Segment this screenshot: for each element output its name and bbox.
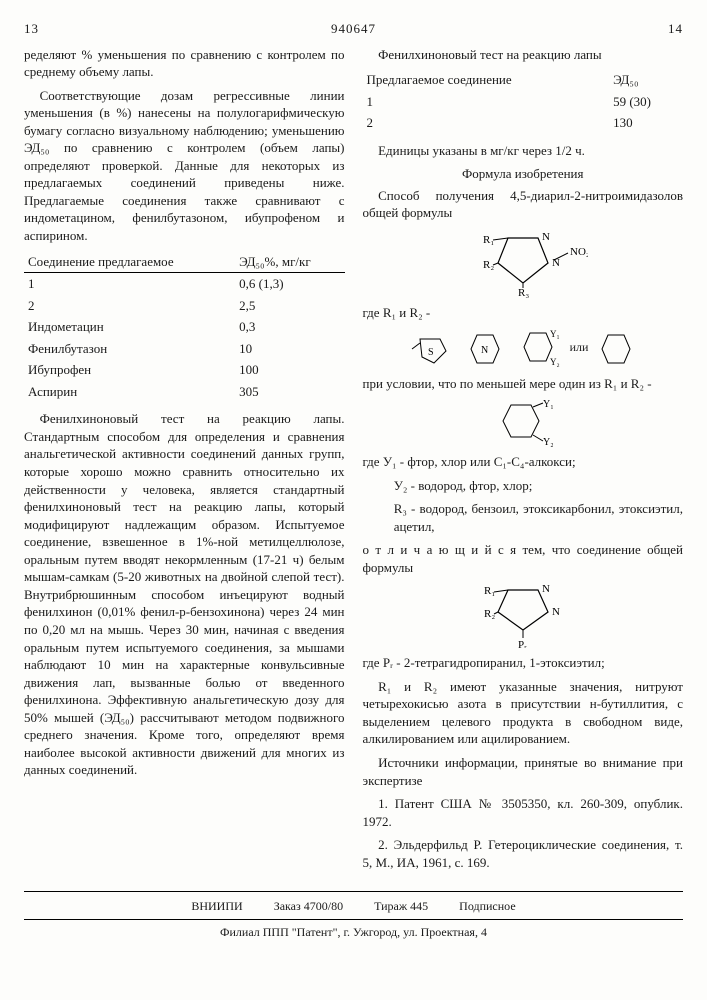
r3-def: R₃ - водород, бензоил, этоксикарбонил, э… (363, 500, 684, 535)
svg-text:R₁: R₁ (484, 585, 495, 597)
source-1: 1. Патент США № 3505350, кл. 260-309, оп… (363, 795, 684, 830)
svg-text:N: N (542, 231, 550, 243)
footer-run: Тираж 445 (374, 899, 428, 913)
table2-header-1: Предлагаемое соединение (363, 69, 610, 91)
svg-text:R₂: R₂ (483, 259, 494, 271)
structure-imidazole-pr: R₁ R₂ N N Pᵣ (363, 582, 684, 648)
document-number: 940647 (331, 20, 376, 38)
table-ed50-test: Предлагаемое соединение ЭД₅₀ 159 (30) 21… (363, 69, 684, 134)
structure-aryl-options-1: S N Y₁ Y₂ или (363, 327, 684, 369)
condition-text: при условии, что по меньшей мере один из… (363, 375, 684, 393)
y2-def: У₂ - водород, фтор, хлор; (363, 477, 684, 495)
footer-publisher: ВНИИПИ (191, 899, 242, 913)
where-pr: где Pᵣ - 2-тетрагидропиранил, 1-этоксиэт… (363, 654, 684, 672)
t2r1c1: 130 (609, 112, 683, 134)
table-ed50-compare: Соединение предлагаемое ЭД₅₀%, мг/кг 10,… (24, 251, 345, 403)
structure-aryl-y1y2: Y₁ Y₂ (363, 399, 684, 447)
t1r2c1: 0,3 (235, 316, 344, 338)
t2r0c1: 59 (30) (609, 91, 683, 113)
t1r5c1: 305 (235, 381, 344, 403)
footer-address: Филиал ППП "Патент", г. Ужгород, ул. Про… (24, 924, 683, 940)
t2r0c0: 1 (363, 91, 610, 113)
col1-para1: ределяют % уменьшения по сравнению с кон… (24, 46, 345, 81)
col2-para2: Способ получения 4,5-диарил-2-нитроимида… (363, 187, 684, 222)
table2-header-2: ЭД₅₀ (609, 69, 683, 91)
t1r3c0: Фенилбутазон (24, 338, 235, 360)
svg-text:N: N (542, 583, 550, 595)
svg-text:Y₂: Y₂ (550, 357, 560, 367)
page-body: ределяют % уменьшения по сравнению с кон… (24, 46, 683, 878)
svg-text:Y₂: Y₂ (543, 437, 553, 447)
table1-header-2: ЭД₅₀%, мг/кг (235, 251, 344, 273)
page-number-left: 13 (24, 20, 39, 38)
source-2: 2. Эльдерфильд Р. Гетероциклические соед… (363, 836, 684, 871)
col1-para3: Фенилхиноновый тест на реакцию лапы. Ста… (24, 410, 345, 778)
sources-title: Источники информации, принятые во вниман… (363, 754, 684, 789)
t1r0c1: 0,6 (1,3) (235, 273, 344, 295)
footer-subscr: Подписное (459, 899, 516, 913)
t1r2c0: Индометацин (24, 316, 235, 338)
t1r0c0: 1 (24, 273, 235, 295)
page-footer: ВНИИПИ Заказ 4700/80 Тираж 445 Подписное… (24, 891, 683, 939)
structure-imidazole-main: R₁ R₂ N N NO₂ R₃ (363, 228, 684, 298)
where-r1r2: где R₁ и R₂ - (363, 304, 684, 322)
svg-text:R₃: R₃ (518, 287, 529, 298)
svg-text:S: S (428, 347, 434, 358)
col2-para1: Фенилхиноновый тест на реакцию лапы (363, 46, 684, 64)
t2r1c0: 2 (363, 112, 610, 134)
y1-def: где У₁ - фтор, хлор или C₁-C₄-алкокси; (363, 453, 684, 471)
table1-header-1: Соединение предлагаемое (24, 251, 235, 273)
col2-para3: R₁ и R₂ имеют указанные значения, нитрую… (363, 678, 684, 748)
svg-text:Pᵣ: Pᵣ (518, 639, 527, 648)
t1r3c1: 10 (235, 338, 344, 360)
t1r4c1: 100 (235, 359, 344, 381)
differing-clause: о т л и ч а ю щ и й с я тем, что соедине… (363, 541, 684, 576)
svg-text:N: N (552, 606, 560, 618)
or-label: или (570, 340, 589, 354)
t1r4c0: Ибупрофен (24, 359, 235, 381)
svg-text:R₂: R₂ (484, 608, 495, 620)
svg-text:R₁: R₁ (483, 234, 494, 246)
col1-para2: Соответствующие дозам регрессивные линии… (24, 87, 345, 245)
svg-text:Y₁: Y₁ (550, 329, 560, 339)
svg-text:N: N (481, 345, 488, 356)
svg-text:Y₁: Y₁ (543, 399, 553, 410)
svg-text:NO₂: NO₂ (570, 246, 588, 258)
footer-order: Заказ 4700/80 (274, 899, 343, 913)
units-note: Единицы указаны в мг/кг через 1/2 ч. (363, 142, 684, 160)
claim-title: Формула изобретения (363, 165, 684, 183)
page-number-right: 14 (668, 20, 683, 38)
t1r1c1: 2,5 (235, 295, 344, 317)
t1r1c0: 2 (24, 295, 235, 317)
t1r5c0: Аспирин (24, 381, 235, 403)
